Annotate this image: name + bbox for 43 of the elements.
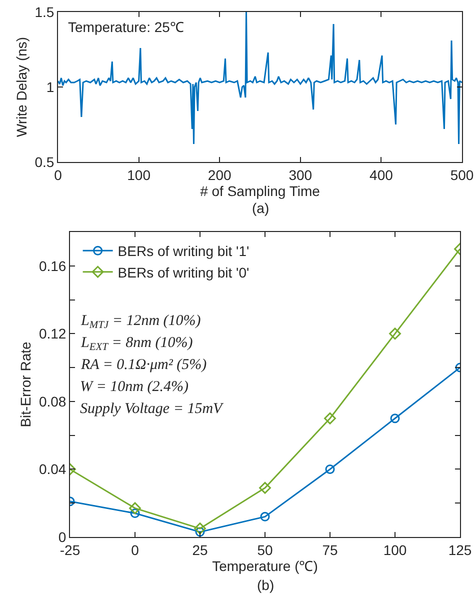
point bbox=[129, 502, 141, 514]
y-tick-label: 0.12 bbox=[38, 326, 66, 342]
y-tick-label: 1.5 bbox=[34, 4, 54, 20]
point bbox=[195, 527, 205, 537]
text: (b) bbox=[257, 577, 274, 593]
x-axis-title: Temperature (℃) bbox=[212, 558, 318, 574]
annotation: Supply Voltage = 15mV bbox=[80, 401, 224, 417]
x-tick-label: 0 bbox=[131, 542, 140, 558]
x-tick-label: 200 bbox=[208, 166, 232, 183]
annotation: Temperature: 25℃ bbox=[68, 19, 184, 35]
point bbox=[130, 508, 140, 518]
x-axis-title: # of Sampling Time bbox=[200, 182, 320, 199]
point bbox=[194, 522, 206, 534]
point bbox=[325, 464, 335, 474]
x-tick-label: 100 bbox=[383, 542, 407, 558]
point bbox=[324, 412, 336, 424]
point bbox=[260, 512, 270, 522]
y-tick-label: 0.5 bbox=[34, 154, 54, 170]
point bbox=[390, 414, 400, 424]
x-tick-label: 300 bbox=[288, 166, 312, 183]
y-axis-title: Bit-Error Rate bbox=[18, 342, 34, 428]
y-tick-label: 0.08 bbox=[38, 393, 66, 410]
x-tick-label: 500 bbox=[450, 166, 474, 183]
x-tick-label: 100 bbox=[127, 166, 151, 183]
x-tick-label: 400 bbox=[370, 166, 394, 183]
y-tick-label: 1 bbox=[46, 78, 54, 95]
x-tick-label: 50 bbox=[257, 542, 273, 558]
text: (a) bbox=[252, 200, 270, 216]
y-tick-label: 0.04 bbox=[38, 461, 66, 478]
annotation: W = 10nm (2.4%) bbox=[80, 379, 188, 395]
point bbox=[389, 328, 401, 340]
x-tick-label: 25 bbox=[192, 542, 208, 558]
annotation: L$_{EXT}$ = 8nm (10%) bbox=[80, 335, 193, 354]
legend-label: BERs of writing bit '1' bbox=[118, 243, 250, 260]
annotation: L$_{MTJ}$ = 12nm (10%) bbox=[80, 313, 201, 332]
annotation: RA = 0.1Ω·μm² (5%) bbox=[80, 357, 207, 373]
line-series bbox=[58, 12, 462, 145]
x-tick-label: 75 bbox=[322, 542, 338, 558]
legend-label: BERs of writing bit '0' bbox=[118, 264, 250, 280]
x-tick-label: 125 bbox=[448, 542, 472, 558]
y-axis-title: Write Delay (ns) bbox=[13, 36, 30, 138]
point bbox=[259, 482, 271, 494]
y-tick-label: 0.16 bbox=[38, 258, 66, 274]
